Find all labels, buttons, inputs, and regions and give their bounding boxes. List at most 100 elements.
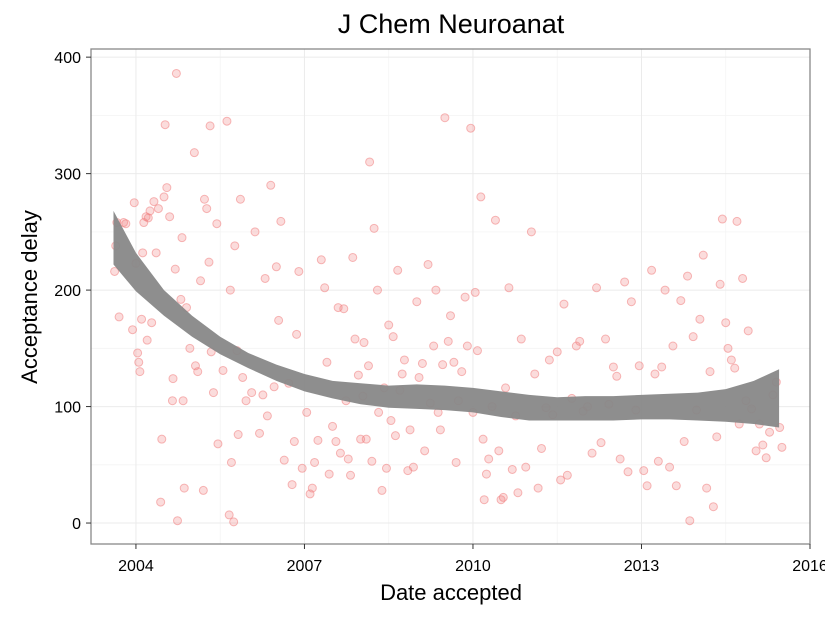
data-point: [262, 411, 272, 421]
y-tick-label: 300: [54, 167, 81, 184]
data-point: [536, 443, 546, 453]
data-point: [657, 362, 667, 372]
y-tick-label: 100: [54, 400, 81, 417]
data-point: [149, 197, 159, 207]
data-point: [193, 367, 203, 377]
data-point: [292, 329, 302, 339]
data-point: [484, 454, 494, 464]
data-point: [521, 462, 531, 472]
data-point: [365, 157, 375, 167]
y-axis-title: Acceptance delay: [17, 210, 42, 384]
data-point: [170, 264, 180, 274]
data-point: [688, 332, 698, 342]
data-point: [324, 469, 334, 479]
data-point: [470, 287, 480, 297]
data-point: [328, 421, 338, 431]
data-point: [446, 311, 455, 321]
data-point: [189, 148, 199, 158]
data-point: [247, 388, 257, 398]
data-point: [660, 285, 670, 295]
data-point: [218, 365, 228, 375]
data-point: [417, 358, 427, 368]
data-point: [359, 338, 369, 348]
x-axis: 2004 2007 2010 2013 2016: [118, 544, 825, 575]
data-point: [353, 370, 363, 380]
data-point: [743, 326, 753, 336]
data-point: [196, 276, 206, 286]
data-point: [476, 192, 486, 202]
data-point: [114, 312, 124, 322]
x-tick-label: 2004: [118, 558, 154, 575]
data-point: [178, 396, 188, 406]
data-point: [708, 502, 718, 512]
x-tick-label: 2007: [287, 558, 323, 575]
data-point: [335, 448, 345, 458]
data-point: [372, 285, 382, 295]
data-point: [179, 483, 189, 493]
data-point: [208, 388, 218, 398]
data-point: [494, 446, 504, 456]
data-point: [142, 335, 152, 345]
data-point: [377, 485, 387, 495]
y-tick-label: 400: [54, 50, 81, 67]
data-point: [665, 462, 675, 472]
data-point: [147, 318, 157, 328]
data-point: [479, 495, 489, 505]
data-point: [516, 334, 526, 344]
data-point: [235, 194, 245, 204]
data-point: [559, 299, 569, 309]
data-point: [695, 314, 705, 324]
data-point: [650, 369, 660, 379]
data-point: [438, 360, 448, 370]
data-point: [596, 438, 606, 448]
data-point: [369, 223, 379, 233]
data-point: [255, 428, 265, 438]
data-point: [429, 341, 439, 351]
data-point: [212, 219, 222, 229]
data-point: [271, 262, 281, 272]
data-point: [575, 336, 585, 346]
data-point: [431, 285, 441, 295]
data-point: [269, 382, 279, 392]
data-point: [620, 277, 630, 287]
data-point: [526, 227, 536, 237]
data-point: [530, 369, 540, 379]
data-point: [481, 469, 491, 479]
data-point: [160, 120, 170, 130]
data-point: [153, 204, 163, 214]
chart-title: J Chem Neuroanat: [338, 9, 565, 39]
x-axis-title: Date accepted: [380, 580, 522, 605]
data-point: [671, 481, 681, 491]
data-point: [274, 315, 284, 325]
data-point: [761, 453, 771, 463]
data-point: [346, 470, 356, 480]
data-point: [685, 516, 695, 526]
data-point: [159, 192, 169, 202]
data-point: [423, 259, 433, 269]
data-point: [587, 448, 597, 458]
data-point: [715, 279, 725, 289]
data-point: [449, 357, 459, 367]
data-point: [348, 252, 358, 262]
data-point: [504, 283, 514, 293]
data-point: [676, 296, 686, 306]
data-point: [384, 320, 394, 330]
data-point: [294, 266, 304, 276]
data-point: [668, 341, 678, 351]
data-point: [213, 439, 223, 449]
data-point: [137, 314, 147, 324]
data-point: [399, 355, 409, 365]
data-point: [134, 357, 144, 367]
data-point: [167, 396, 177, 406]
data-point: [712, 432, 722, 442]
data-point: [498, 492, 508, 502]
data-point: [374, 407, 384, 417]
data-point: [723, 343, 733, 353]
data-point: [302, 407, 312, 417]
data-point: [176, 294, 186, 304]
data-point: [367, 456, 377, 466]
data-point: [363, 361, 373, 371]
data-point: [626, 297, 636, 307]
data-point: [717, 214, 727, 224]
